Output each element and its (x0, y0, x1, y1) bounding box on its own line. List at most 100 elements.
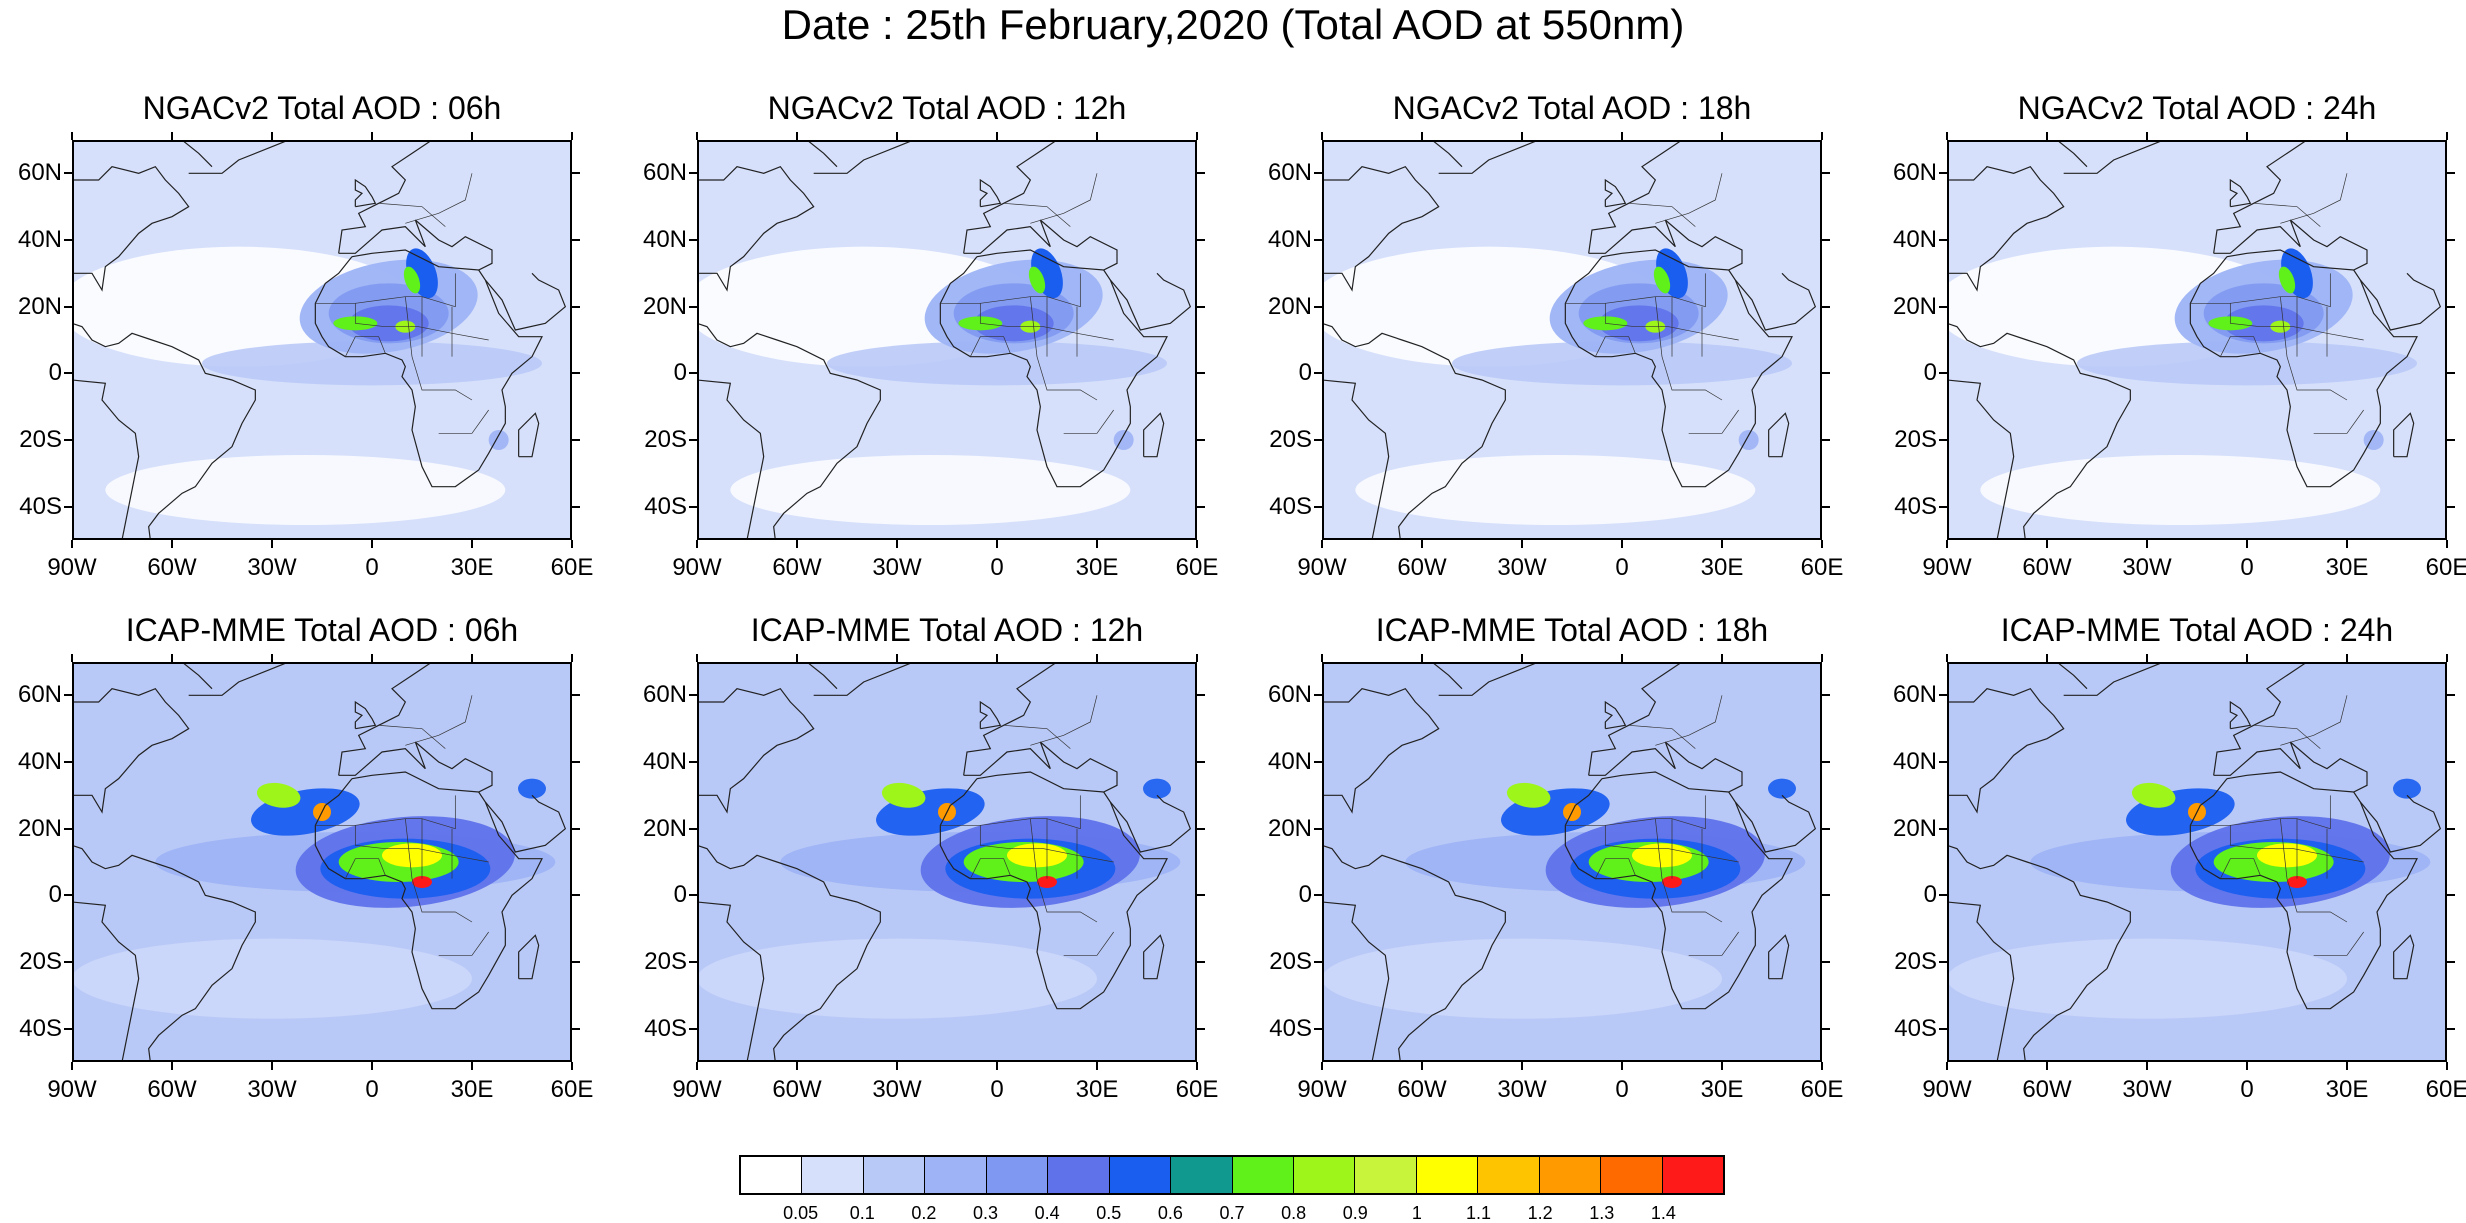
lat-tick-mark (2447, 172, 2455, 175)
lat-tick-mark (64, 761, 72, 763)
lon-tick-mark (996, 654, 998, 662)
lon-tick-label: 30E (1700, 554, 1744, 581)
lat-tick-mark (1314, 761, 1322, 763)
lat-tick-mark (689, 894, 697, 897)
lat-tick-label: 40N (1267, 226, 1312, 253)
panel-title: ICAP-MME Total AOD : 06h (125, 612, 519, 648)
map-frame (697, 662, 1197, 1062)
lat-tick-mark (1939, 961, 1947, 963)
main-title: Date : 25th February,2020 (Total AOD at … (781, 1, 1685, 48)
lat-tick-mark (1314, 239, 1322, 241)
lon-tick-mark (1621, 654, 1623, 662)
lon-tick-mark (696, 1062, 698, 1070)
colorbar-box (1601, 1157, 1663, 1193)
lat-tick-mark (1314, 694, 1322, 697)
lon-tick-mark (2046, 654, 2048, 662)
lat-tick-mark (1822, 172, 1830, 175)
map-frame (72, 140, 572, 540)
lon-tick-mark (71, 132, 73, 140)
lon-tick-label: 90W (1922, 554, 1972, 581)
lat-tick-label: 60N (1267, 681, 1312, 709)
colorbar-box (741, 1157, 803, 1193)
lon-tick-mark (1521, 132, 1523, 140)
lat-tick-mark (1939, 1027, 1947, 1030)
lon-tick-label: 60W (772, 554, 822, 581)
lat-tick-label: 60N (1892, 159, 1937, 187)
lat-tick-mark (689, 761, 697, 763)
colorbar-box (925, 1157, 987, 1193)
lat-tick-mark (2447, 239, 2455, 241)
panel-title: ICAP-MME Total AOD : 24h (2000, 612, 2394, 648)
lat-tick-label: 40S (644, 1014, 687, 1042)
lon-tick-label: 30W (247, 554, 297, 581)
lon-tick-mark (2046, 1062, 2048, 1070)
lat-tick-mark (689, 172, 697, 175)
lon-tick-mark (371, 540, 373, 548)
lon-tick-mark (896, 654, 898, 662)
panel-title: ICAP-MME Total AOD : 12h (750, 612, 1144, 648)
lat-tick-mark (64, 372, 72, 375)
lat-tick-mark (689, 305, 697, 308)
colorbar-label: 0.9 (1342, 1203, 1368, 1223)
lat-tick-mark (64, 1027, 72, 1030)
lat-tick-label: 20N (642, 814, 687, 842)
lon-tick-label: 30W (2122, 1076, 2172, 1103)
lon-tick-mark (1946, 132, 1948, 140)
lon-tick-mark (571, 1062, 573, 1070)
lat-tick-label: 20S (1269, 948, 1312, 975)
lat-tick-label: 20N (1267, 814, 1312, 842)
lat-tick-label: 20N (642, 292, 687, 320)
colorbar-box (802, 1157, 864, 1193)
lon-tick-mark (271, 654, 273, 662)
lon-tick-label: 60E (1175, 1076, 1219, 1103)
lon-tick-mark (471, 540, 473, 548)
lat-tick-mark (1822, 1027, 1830, 1030)
panel-title: NGACv2 Total AOD : 06h (142, 90, 502, 126)
lon-tick-mark (71, 1062, 73, 1070)
lat-tick-mark (689, 694, 697, 697)
lon-tick-mark (1421, 654, 1423, 662)
lat-tick-label: 60N (17, 681, 62, 709)
colorbar-label: 0.7 (1219, 1203, 1245, 1223)
lat-tick-mark (689, 505, 697, 508)
lon-tick-mark (1196, 540, 1198, 548)
lat-tick-mark (1939, 694, 1947, 697)
lon-tick-mark (1821, 1062, 1823, 1070)
lat-tick-mark (2447, 894, 2455, 897)
lat-tick-mark (1939, 372, 1947, 375)
lon-tick-mark (371, 132, 373, 140)
lat-tick-mark (1939, 239, 1947, 241)
map-frame (72, 662, 572, 1062)
lon-tick-mark (2146, 540, 2148, 548)
lon-tick-label: 30E (1075, 1076, 1119, 1103)
lat-tick-label: 20S (19, 948, 62, 975)
lon-tick-mark (1096, 132, 1098, 140)
lat-tick-label: 0 (1923, 359, 1937, 387)
lat-tick-mark (1939, 827, 1947, 830)
map-frame (1947, 140, 2447, 540)
lat-tick-label: 60N (1267, 159, 1312, 187)
lat-tick-mark (1939, 761, 1947, 763)
lat-tick-label: 20N (1892, 814, 1937, 842)
lon-tick-mark (2446, 540, 2448, 548)
lat-tick-label: 60N (1892, 681, 1937, 709)
lon-tick-label: 30W (1497, 554, 1547, 581)
aod-map-field (1324, 142, 1820, 538)
lon-tick-mark (1521, 1062, 1523, 1070)
lat-tick-label: 40N (1267, 748, 1312, 775)
colorbar-label: 0.6 (1157, 1203, 1183, 1223)
lat-tick-label: 40N (1892, 226, 1937, 253)
lon-tick-label: 60W (2022, 1076, 2072, 1103)
colorbar-box (1171, 1157, 1233, 1193)
lon-tick-label: 30E (1700, 1076, 1744, 1103)
colorbar-box (986, 1157, 1049, 1193)
lat-tick-mark (689, 1027, 697, 1030)
lat-tick-mark (1822, 694, 1830, 697)
lon-tick-label: 90W (1922, 1076, 1972, 1103)
lon-tick-mark (71, 654, 73, 662)
lon-tick-mark (996, 1062, 998, 1070)
map-frame (1322, 140, 1822, 540)
lon-tick-label: 0 (1615, 1076, 1629, 1103)
lon-tick-mark (896, 1062, 898, 1070)
lat-tick-mark (1314, 172, 1322, 175)
